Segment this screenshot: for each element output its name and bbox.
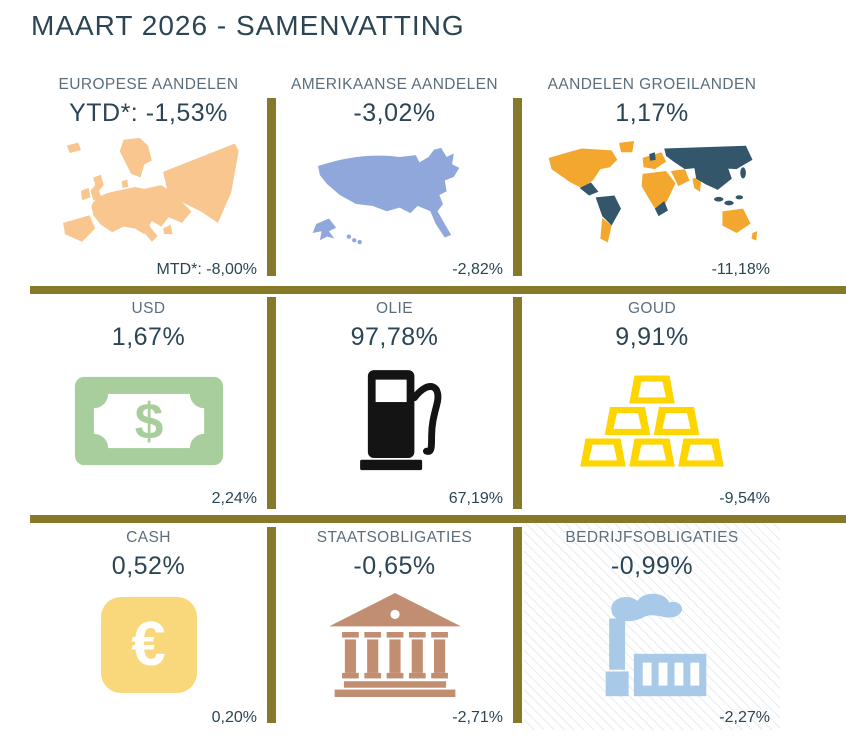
- card-aandelen-groeilanden: AANDELEN GROEILANDEN 1,17%: [524, 70, 780, 282]
- ytd-value: 1,67%: [111, 323, 186, 351]
- mtd-value: -11,18%: [711, 261, 770, 278]
- svg-text:$: $: [134, 393, 163, 450]
- card-bedrijfsobligaties: BEDRIJFSOBLIGATIES -0,99% -2,27%: [524, 523, 780, 730]
- ytd-value: -0,65%: [353, 552, 436, 580]
- mtd-value: 0,20%: [211, 709, 257, 726]
- ytd-value: 97,78%: [350, 323, 439, 351]
- mtd-number: -8,00%: [206, 261, 257, 278]
- card-title: AANDELEN GROEILANDEN: [547, 76, 757, 93]
- grid-divider-vertical: [513, 527, 522, 723]
- mtd-value: 67,19%: [448, 490, 503, 507]
- grid-divider-vertical: [513, 297, 522, 509]
- ytd-label: YTD*:: [69, 99, 146, 127]
- grid-divider-vertical: [267, 297, 276, 509]
- mtd-value: -9,54%: [719, 490, 770, 507]
- ytd-value: 9,91%: [615, 323, 689, 351]
- gold-bars-icon: [577, 352, 727, 490]
- ytd-value: -0,99%: [610, 552, 694, 580]
- card-title: STAATSOBLIGATIES: [316, 529, 473, 546]
- card-cash: CASH 0,52% € 0,20%: [30, 523, 267, 730]
- fuel-pump-icon: [345, 352, 445, 490]
- grid-divider-horizontal-2: [30, 515, 846, 523]
- page-title: MAART 2026 - SAMENVATTING: [31, 10, 465, 41]
- ytd-value: YTD*: -1,53%: [69, 99, 228, 128]
- card-amerikaanse-aandelen: AMERIKAANSE AANDELEN -3,02% -2,82%: [276, 70, 513, 282]
- card-title: BEDRIJFSOBLIGATIES: [565, 529, 739, 546]
- ytd-number: -1,53%: [145, 99, 228, 127]
- mtd-value: 2,24%: [211, 490, 257, 507]
- mtd-value: -2,82%: [452, 261, 503, 278]
- card-title: CASH: [126, 529, 171, 546]
- grid-divider-vertical: [267, 527, 276, 723]
- euro-symbol: €: [131, 610, 166, 679]
- card-goud: GOUD 9,91% -9,54%: [524, 294, 780, 511]
- mtd-value: -2,71%: [452, 709, 503, 726]
- usa-map-icon: [309, 128, 481, 261]
- card-title: EUROPESE AANDELEN: [58, 76, 239, 93]
- world-map-icon: [538, 128, 766, 261]
- ytd-value: 0,52%: [111, 552, 186, 580]
- card-usd: USD 1,67% $ 2,24%: [30, 294, 267, 511]
- dollar-bill-icon: $: [73, 352, 225, 490]
- mtd-value: -2,27%: [719, 709, 770, 726]
- factory-icon: [588, 581, 716, 709]
- grid-divider-vertical: [513, 98, 522, 276]
- card-europese-aandelen: EUROPESE AANDELEN YTD*: -1,53% MTD*: -8,…: [30, 70, 267, 282]
- card-title: USD: [131, 300, 166, 317]
- ytd-value: 1,17%: [615, 99, 689, 127]
- euro-badge: €: [100, 597, 197, 693]
- card-olie: OLIE 97,78% 67,19%: [276, 294, 513, 511]
- euro-icon: €: [100, 581, 197, 709]
- mtd-value: MTD*: -8,00%: [157, 261, 267, 282]
- card-title: GOUD: [627, 300, 677, 317]
- card-staatsobligaties: STAATSOBLIGATIES -0,65% -2,71%: [276, 523, 513, 730]
- ytd-value: -3,02%: [353, 99, 436, 127]
- mtd-label: MTD*:: [156, 261, 207, 278]
- card-title: AMERIKAANSE AANDELEN: [291, 76, 498, 93]
- europe-map-icon: [43, 128, 255, 261]
- grid-divider-vertical: [267, 98, 276, 276]
- grid-divider-horizontal-1: [30, 286, 846, 294]
- card-title: OLIE: [376, 300, 413, 317]
- bank-icon: [325, 581, 465, 709]
